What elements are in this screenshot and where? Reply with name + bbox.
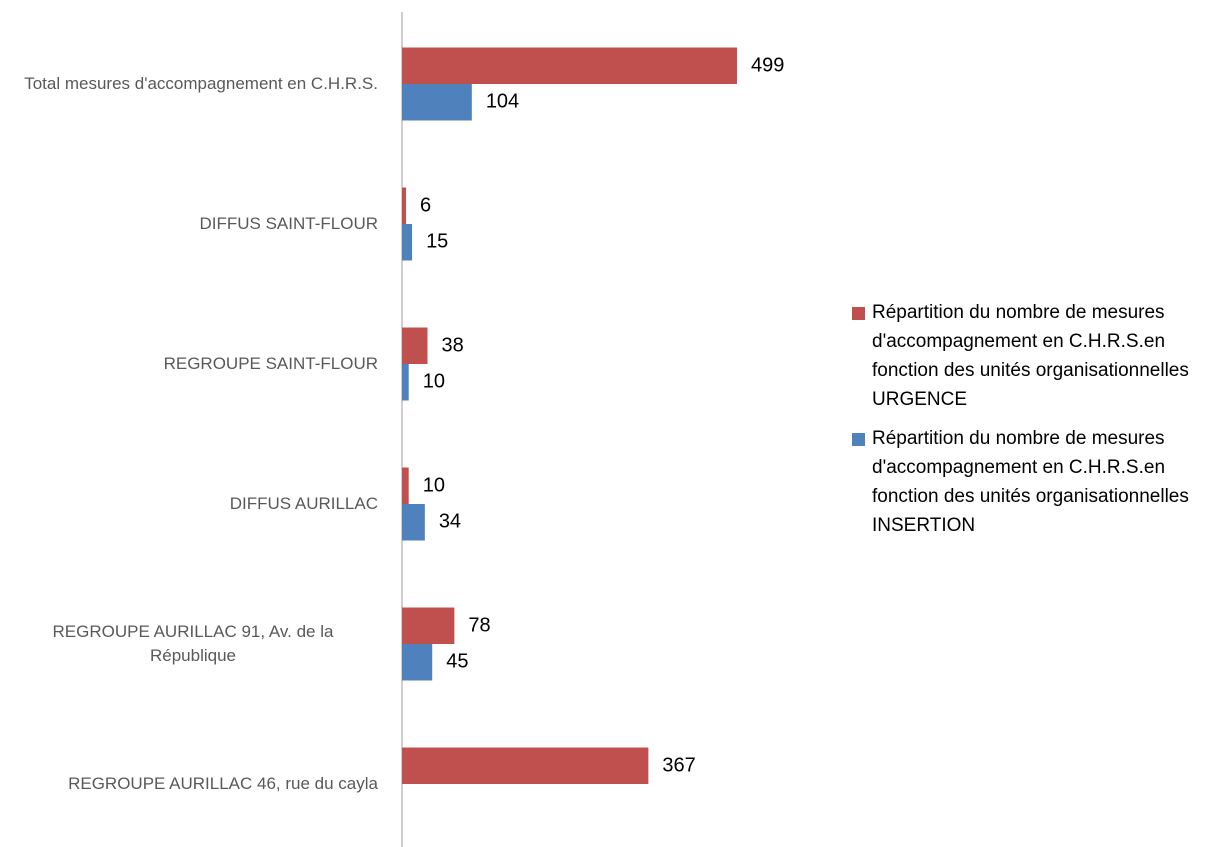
legend-item: Répartition du nombre de mesures d'accom… (852, 298, 1212, 414)
value-label: 38 (441, 334, 464, 357)
bar (402, 327, 428, 364)
legend: Répartition du nombre de mesures d'accom… (852, 298, 1212, 550)
bar (402, 187, 407, 224)
bar (402, 467, 409, 504)
bar (402, 364, 409, 401)
value-label: 78 (468, 614, 491, 637)
value-label: 499 (751, 54, 785, 77)
category-text: REGROUPE AURILLAC 46, rue du cayla (68, 774, 378, 793)
bar (402, 644, 433, 681)
legend-swatch (852, 307, 865, 320)
legend-swatch (852, 433, 865, 446)
category-label: REGROUPE AURILLAC 46, rue du cayla (0, 772, 378, 796)
bar (402, 47, 737, 84)
category-text: DIFFUS AURILLAC (229, 494, 378, 513)
category-label: REGROUPE SAINT-FLOUR (0, 352, 378, 376)
value-label: 104 (485, 90, 520, 113)
legend-text: Répartition du nombre de mesures d'accom… (872, 428, 1189, 536)
value-label: 6 (420, 194, 432, 217)
bar (402, 607, 455, 644)
category-text: REGROUPE SAINT-FLOUR (163, 354, 378, 373)
value-label: 10 (422, 474, 445, 497)
category-label: DIFFUS AURILLAC (0, 492, 378, 516)
category-text: Total mesures d'accompagnement en C.H.R.… (24, 74, 378, 93)
bar (402, 747, 649, 784)
category-text: REGROUPE AURILLAC 91, Av. de la Républiq… (52, 622, 334, 665)
value-label: 10 (422, 370, 445, 393)
category-label: DIFFUS SAINT-FLOUR (0, 212, 378, 236)
bar (402, 504, 425, 541)
category-label: REGROUPE AURILLAC 91, Av. de la Républiq… (0, 620, 378, 668)
bar (402, 224, 413, 261)
value-label: 45 (446, 650, 469, 673)
category-text: DIFFUS SAINT-FLOUR (199, 214, 378, 233)
legend-text: Répartition du nombre de mesures d'accom… (872, 302, 1189, 410)
legend-item: Répartition du nombre de mesures d'accom… (852, 424, 1212, 540)
value-label: 367 (662, 754, 696, 777)
bar (402, 84, 472, 121)
category-label: Total mesures d'accompagnement en C.H.R.… (0, 72, 378, 96)
value-label: 34 (438, 510, 462, 533)
value-label: 15 (426, 230, 449, 253)
